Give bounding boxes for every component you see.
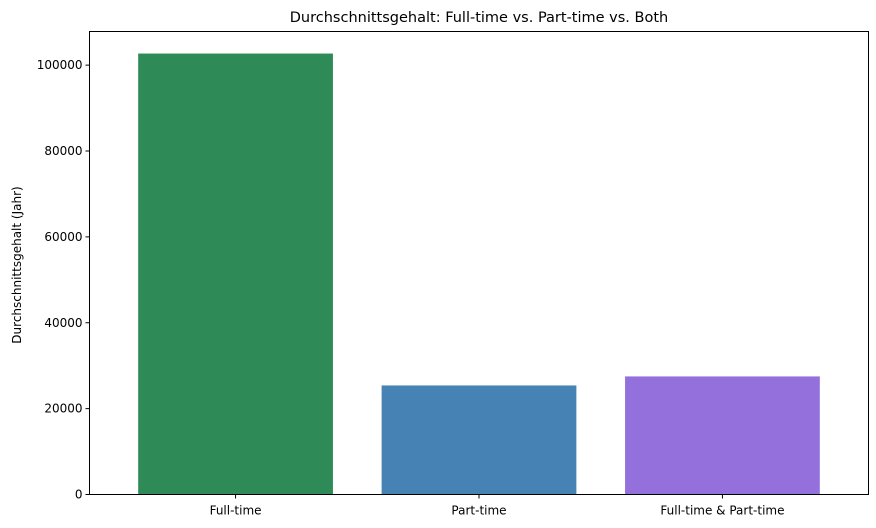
- bar-full-time: [138, 53, 333, 495]
- y-tick-label: 0: [75, 488, 83, 502]
- y-tick-label: 40000: [44, 316, 82, 330]
- bar-full-time-part-time: [625, 376, 820, 495]
- bar-part-time: [381, 385, 577, 495]
- y-tick-label: 20000: [44, 402, 82, 416]
- y-tick-label: 100000: [37, 58, 83, 72]
- x-axis-ticks: Full-time Part-time Full-time & Part-time: [210, 494, 784, 518]
- y-axis-label: Durchschnittsgehalt (Jahr): [10, 186, 24, 343]
- chart-title: Durchschnittsgehalt: Full-time vs. Part-…: [290, 10, 668, 26]
- plot-frame: [89, 31, 869, 495]
- x-tick-label: Full-time & Part-time: [660, 504, 784, 518]
- x-tick-label: Full-time: [210, 504, 262, 518]
- y-axis-ticks: 0 20000 40000 60000 80000 100000: [37, 58, 90, 502]
- y-tick-label: 80000: [44, 144, 82, 158]
- y-tick-label: 60000: [44, 230, 82, 244]
- x-tick-label: Part-time: [451, 504, 506, 518]
- bars-group: [138, 53, 820, 495]
